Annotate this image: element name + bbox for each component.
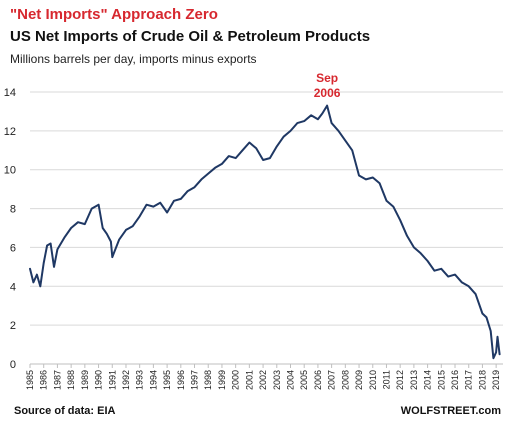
x-tick-label-1998: 1998 xyxy=(203,370,213,390)
x-tick-label-2006: 2006 xyxy=(313,370,323,390)
x-axis xyxy=(29,363,503,368)
x-tick-label-2017: 2017 xyxy=(464,370,474,390)
x-tick-label-2002: 2002 xyxy=(258,370,268,390)
x-tick-label-2009: 2009 xyxy=(354,370,364,390)
brand-logo-text: WOLFSTREET.com xyxy=(400,405,501,417)
x-tick-label-1985: 1985 xyxy=(25,370,35,390)
series-line-0 xyxy=(29,104,501,360)
x-tick-label-2018: 2018 xyxy=(477,370,487,390)
annotation-label-line-1: 2006 xyxy=(314,86,341,100)
chart-headline: "Net Imports" Approach Zero xyxy=(10,6,218,23)
y-tick-label-10: 10 xyxy=(4,165,16,177)
y-tick-label-4: 4 xyxy=(10,281,16,293)
x-tick-label-2019: 2019 xyxy=(491,370,501,390)
x-tick-label-2005: 2005 xyxy=(299,370,309,390)
x-tick-label-1995: 1995 xyxy=(162,370,172,390)
source-note: Source of data: EIA xyxy=(14,405,116,417)
y-axis-tick-labels: 0 2 4 6 8 10 12 14 xyxy=(4,87,16,371)
x-tick-label-1987: 1987 xyxy=(52,370,62,390)
x-tick-label-2008: 2008 xyxy=(340,370,350,390)
x-tick-label-2015: 2015 xyxy=(436,370,446,390)
x-axis-tick-labels: 1985 1986 1987 1988 1989 1990 1991 1992 1993 1994… xyxy=(25,370,501,390)
x-tick-label-1991: 1991 xyxy=(107,370,117,390)
x-tick-label-1999: 1999 xyxy=(217,370,227,390)
y-tick-label-2: 2 xyxy=(10,320,16,332)
chart-title: US Net Imports of Crude Oil & Petroleum … xyxy=(10,28,371,45)
y-tick-label-6: 6 xyxy=(10,242,16,254)
x-tick-label-2003: 2003 xyxy=(272,370,282,390)
gridlines xyxy=(30,91,503,326)
y-tick-label-14: 14 xyxy=(4,87,16,99)
x-tick-label-1990: 1990 xyxy=(94,370,104,390)
y-tick-label-8: 8 xyxy=(10,204,16,216)
annotation-label-line-0: Sep xyxy=(316,71,338,85)
series-group xyxy=(29,104,501,360)
chart-units-caption: Millions barrels per day, imports minus … xyxy=(10,52,257,66)
x-tick-label-1986: 1986 xyxy=(39,370,49,390)
x-tick-label-2013: 2013 xyxy=(409,370,419,390)
x-tick-label-2007: 2007 xyxy=(327,370,337,390)
x-tick-label-2016: 2016 xyxy=(450,370,460,390)
x-tick-label-1989: 1989 xyxy=(80,370,90,390)
x-tick-label-2012: 2012 xyxy=(395,370,405,390)
x-tick-label-1992: 1992 xyxy=(121,370,131,390)
x-tick-label-2011: 2011 xyxy=(381,370,391,389)
y-tick-label-0: 0 xyxy=(10,359,16,371)
x-tick-label-2000: 2000 xyxy=(231,370,241,390)
y-tick-label-12: 12 xyxy=(4,126,16,138)
x-tick-label-2010: 2010 xyxy=(368,370,378,390)
x-tick-label-1996: 1996 xyxy=(176,370,186,390)
x-tick-label-1994: 1994 xyxy=(148,370,158,390)
x-tick-label-2001: 2001 xyxy=(244,370,254,390)
x-tick-label-1997: 1997 xyxy=(190,370,200,390)
x-tick-label-2014: 2014 xyxy=(423,370,433,390)
x-tick-label-2004: 2004 xyxy=(285,370,295,390)
x-tick-label-1993: 1993 xyxy=(135,370,145,390)
x-tick-label-1988: 1988 xyxy=(66,370,76,390)
